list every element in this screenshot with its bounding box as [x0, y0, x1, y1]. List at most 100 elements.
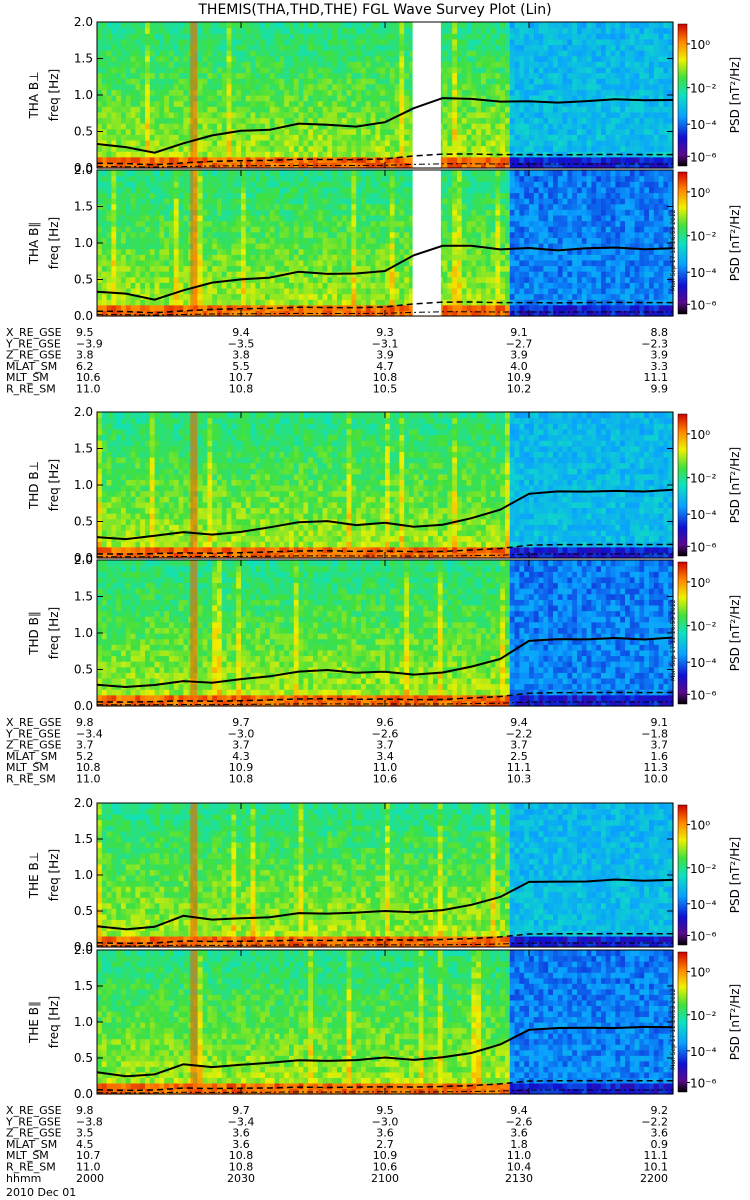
y-tick-label: 0.5 — [74, 515, 93, 529]
panel-label: THD B⊥ — [27, 461, 41, 510]
panel-label: THD B∥ — [27, 611, 41, 656]
y-tick-label: 1.5 — [74, 442, 93, 456]
y-tick-label: 0.0 — [74, 1087, 93, 1101]
panels-group: 0.0 0.5 1.0 1.5 2.0 THA B⊥ freq [Hz] 10⁰ 10⁻² 10⁻… — [5, 15, 742, 1199]
heatmap-cells — [97, 170, 674, 317]
colorbar-label: PSD [nT²/Hz] — [728, 57, 742, 133]
colorbar-tick-label: 10⁰ — [690, 186, 710, 200]
ephemeris-value: 10.3 — [507, 773, 532, 786]
colorbar-tick-label: 10⁻⁶ — [690, 540, 717, 554]
y-tick-label: 0.5 — [74, 125, 93, 139]
ephemeris-value: 10.5 — [373, 383, 398, 396]
heatmap-cells — [97, 560, 674, 707]
y-tick-label: 1.5 — [74, 590, 93, 604]
timestamp-stamp: Mon Sep 17 12:26:53 2012 — [670, 209, 677, 291]
data-gap — [413, 170, 441, 316]
colorbar-label: PSD [nT²/Hz] — [728, 984, 742, 1060]
ephemeris-table: X_RE_GSE 9.8 9.7 9.6 9.4 9.1Y_RE_GSE −3.4 −3.0−… — [5, 716, 668, 786]
y-tick-label: 1.0 — [74, 88, 93, 102]
y-tick-label: 0.0 — [74, 699, 93, 713]
enhanced-column — [190, 803, 197, 947]
ephemeris-value: 11.0 — [76, 383, 101, 396]
y-tick-label: 2.0 — [74, 796, 93, 810]
panel-label: THE B∥ — [27, 1001, 41, 1044]
probe-tha: 0.0 0.5 1.0 1.5 2.0 THA B⊥ freq [Hz] 10⁰ 10⁻² 10⁻… — [5, 15, 742, 396]
colorbar-tick-label: 10⁰ — [690, 38, 710, 52]
colorbar-tick-label: 10⁻² — [690, 230, 717, 244]
ephemeris-value: 10.0 — [644, 773, 669, 786]
y-tick-label: 2.0 — [74, 553, 93, 567]
freq-axis-label: freq [Hz] — [47, 996, 61, 1048]
ephemeris-value: 10.8 — [229, 383, 254, 396]
enhanced-column — [190, 412, 197, 558]
ephemeris-value: 2000 — [76, 1172, 104, 1185]
y-tick-label: 2.0 — [74, 405, 93, 419]
freq-axis-label: freq [Hz] — [47, 849, 61, 901]
colorbar-tick-label: 10⁻⁶ — [690, 150, 717, 164]
ephemeris-table: X_RE_GSE 9.5 9.4 9.3 9.1 8.8Y_RE_GSE −3.9 −3.5−… — [5, 326, 668, 396]
colorbar-tick-label: 10⁻⁴ — [690, 898, 717, 912]
colorbar-label: PSD [nT²/Hz] — [728, 837, 742, 913]
y-tick-label: 1.5 — [74, 832, 93, 846]
enhanced-column — [190, 170, 197, 316]
panel-label: THE B⊥ — [27, 852, 41, 899]
heatmap-cells — [97, 412, 674, 559]
ephemeris-value: 10.2 — [507, 383, 532, 396]
colorbar-tick-label: 10⁻² — [690, 862, 717, 876]
colorbar-tick-label: 10⁻² — [690, 620, 717, 634]
colorbar-tick-label: 10⁰ — [690, 819, 710, 833]
ephemeris-value: 10.6 — [373, 773, 398, 786]
heatmap-cells — [97, 22, 674, 169]
heatmap-cells — [97, 950, 674, 1095]
colorbar-tick-label: 10⁻⁴ — [690, 266, 717, 280]
colorbar-tick-label: 10⁻⁴ — [690, 508, 717, 522]
ephemeris-value: 2200 — [640, 1172, 668, 1185]
y-tick-label: 2.0 — [74, 163, 93, 177]
timestamp-stamp: Mon Sep 17 12:26:53 2012 — [670, 599, 677, 681]
colorbar — [678, 414, 687, 556]
plot-title: THEMIS(THA,THD,THE) FGL Wave Survey Plot… — [197, 2, 551, 18]
probe-thd: 0.0 0.5 1.0 1.5 2.0 THD B⊥ freq [Hz] 10⁰ 10⁻² 10⁻… — [5, 405, 742, 786]
ephemeris-value: 2130 — [505, 1172, 533, 1185]
colorbar — [678, 24, 687, 166]
colorbar-tick-label: 10⁻⁶ — [690, 298, 717, 312]
colorbar-tick-label: 10⁻² — [690, 82, 717, 96]
data-gap — [413, 22, 441, 168]
colorbar-tick-label: 10⁰ — [690, 428, 710, 442]
enhanced-column — [190, 22, 197, 168]
colorbar-tick-label: 10⁻² — [690, 472, 717, 486]
y-tick-label: 0.5 — [74, 273, 93, 287]
colorbar-tick-label: 10⁻⁴ — [690, 118, 717, 132]
y-tick-label: 0.0 — [74, 309, 93, 323]
colorbar — [678, 805, 687, 945]
colorbar-tick-label: 10⁻⁴ — [690, 1045, 717, 1059]
ephemeris-value: 2030 — [227, 1172, 255, 1185]
colorbar-label: PSD [nT²/Hz] — [728, 447, 742, 523]
y-tick-label: 0.5 — [74, 663, 93, 677]
colorbar — [678, 952, 687, 1092]
freq-axis-label: freq [Hz] — [47, 217, 61, 269]
y-tick-label: 1.0 — [74, 626, 93, 640]
y-tick-label: 1.5 — [74, 200, 93, 214]
freq-axis-label: freq [Hz] — [47, 69, 61, 121]
y-tick-label: 1.5 — [74, 979, 93, 993]
y-tick-label: 2.0 — [74, 943, 93, 957]
freq-axis-label: freq [Hz] — [47, 459, 61, 511]
enhanced-column — [190, 950, 197, 1094]
panel-label: THA B⊥ — [27, 71, 41, 119]
colorbar — [678, 562, 687, 704]
date-label: 2010 Dec 01 — [6, 1186, 76, 1199]
y-tick-label: 0.5 — [74, 1051, 93, 1065]
panel-label: THA B∥ — [27, 222, 41, 266]
y-tick-label: 1.5 — [74, 52, 93, 66]
y-tick-label: 1.0 — [74, 478, 93, 492]
ephemeris-value: 10.8 — [229, 773, 254, 786]
ephemeris-table: X_RE_GSE 9.8 9.7 9.5 9.4 9.2Y_RE_GSE −3.8 −3.4−… — [5, 1104, 668, 1185]
colorbar-tick-label: 10⁻⁴ — [690, 656, 717, 670]
